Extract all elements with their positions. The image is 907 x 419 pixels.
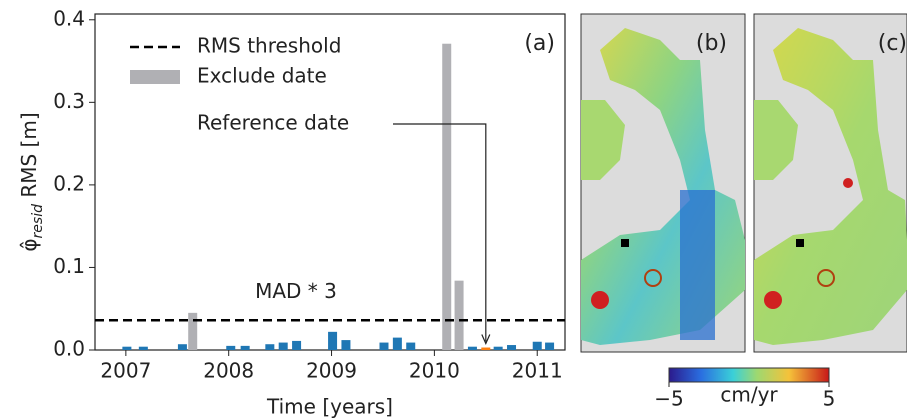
legend: RMS threshold Exclude date [130, 34, 341, 88]
panel-label: (c) [878, 31, 907, 56]
annotation: Reference date [197, 111, 349, 135]
volcano [764, 291, 782, 309]
legend-label: Exclude date [197, 64, 327, 88]
x-axis-label: Time [years] [266, 395, 393, 419]
bar [393, 338, 402, 350]
volcano [591, 291, 609, 309]
bar [279, 343, 288, 350]
bar [328, 332, 337, 350]
x-tick-label: 2007 [100, 359, 151, 383]
colorbar [669, 368, 829, 382]
bar [122, 347, 131, 350]
map-c [754, 14, 907, 352]
bar [545, 343, 554, 350]
x-tick-label: 2011 [512, 359, 563, 383]
bar [379, 343, 388, 350]
panel-label: (b) [696, 31, 727, 56]
y-tick-label: 0.0 [53, 337, 85, 361]
y-tick-label: 0.3 [53, 89, 85, 113]
bar [139, 347, 148, 350]
y-label-subscript: resid [30, 204, 46, 239]
y-label-symbol: φ̂ [17, 238, 41, 251]
y-tick-label: 0.4 [53, 6, 85, 30]
colorbar-label: cm/yr [720, 383, 778, 407]
bar [241, 346, 250, 350]
bar [406, 343, 415, 350]
legend-label: RMS threshold [197, 34, 341, 58]
map-anomaly [680, 190, 715, 340]
bar [481, 348, 490, 350]
legend-swatch [130, 70, 180, 84]
colorbar-tick-label: 5 [823, 387, 836, 411]
threshold-annotation: MAD * 3 [255, 279, 337, 303]
bar [533, 342, 542, 350]
x-tick-label: 2010 [409, 359, 460, 383]
x-tick-label: 2008 [203, 359, 254, 383]
bar [507, 345, 516, 350]
map-b [581, 14, 745, 352]
bar [455, 281, 464, 350]
bar [178, 344, 187, 350]
bar [341, 340, 350, 350]
bar [494, 347, 503, 350]
figure: (b) (c) cm/yr (a) Time [years] φ̂resid R… [0, 0, 907, 419]
annotation-arrow [393, 124, 486, 342]
y-label-text: RMS [m] [17, 112, 41, 204]
colorbar-tick-label: −5 [654, 387, 683, 411]
reference-point [621, 239, 629, 247]
reference-point [796, 239, 804, 247]
y-tick-label: 0.2 [53, 171, 85, 195]
bar [226, 346, 235, 350]
y-axis-label: φ̂resid RMS [m] [17, 112, 47, 251]
bar [188, 313, 197, 350]
x-tick-label: 2009 [306, 359, 357, 383]
bar [265, 344, 274, 350]
bar [442, 44, 451, 350]
bar [468, 347, 477, 350]
panel-label: (a) [524, 31, 555, 56]
volcano [843, 178, 853, 188]
y-tick-label: 0.1 [53, 254, 85, 278]
bar [292, 341, 301, 350]
